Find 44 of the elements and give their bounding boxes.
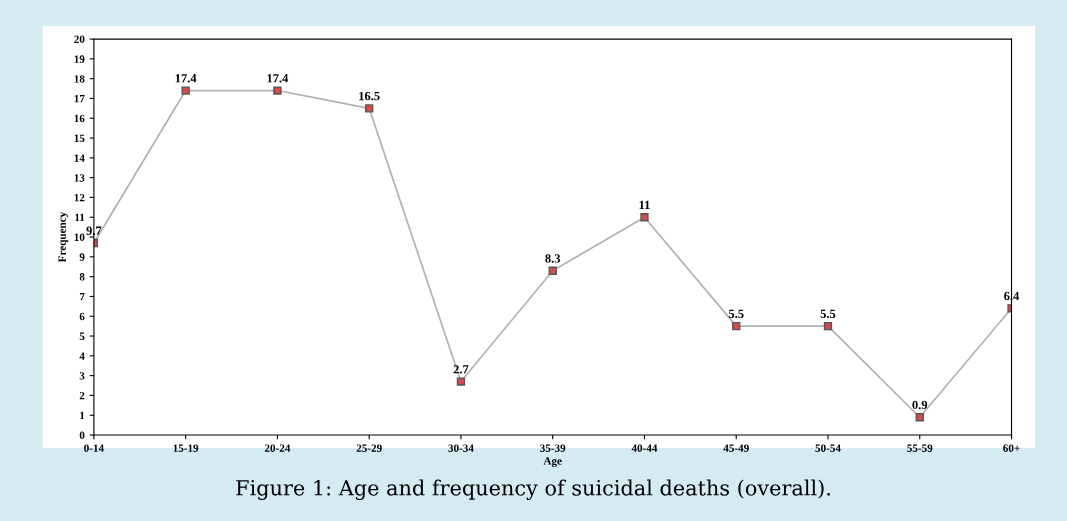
- x-tick-label: 20-24: [264, 444, 291, 452]
- data-label: 0.9: [912, 400, 928, 410]
- y-tick-label: 19: [74, 55, 85, 63]
- y-tick-label: 15: [74, 134, 85, 143]
- y-tick-label: 18: [74, 75, 85, 83]
- y-tick-label: 20: [74, 35, 85, 44]
- y-tick-label: 6: [79, 312, 85, 321]
- x-tick-label: 55-59: [907, 444, 933, 452]
- y-tick-label: 10: [74, 233, 85, 242]
- data-label: 17.4: [267, 74, 289, 83]
- x-tick-label: 15-19: [173, 444, 199, 452]
- y-tick-label: 17: [74, 94, 85, 103]
- y-tick-label: 1: [80, 411, 85, 420]
- y-tick-label: 5: [79, 332, 85, 341]
- y-tick-label: 4: [79, 352, 85, 360]
- data-label: 2.7: [453, 365, 469, 374]
- y-tick-label: 16: [74, 114, 85, 123]
- y-tick-label: 2: [79, 391, 85, 400]
- y-axis-title: Frequency: [58, 211, 69, 263]
- x-tick-label: 60+: [1003, 444, 1020, 452]
- x-tick-label: 50-54: [815, 444, 841, 452]
- x-axis-title: Age: [543, 457, 562, 467]
- y-tick-label: 8: [79, 273, 85, 281]
- text: Figure 1: Age and frequency of suicidal deaths (overall).: [236, 479, 830, 500]
- y-tick-label: 7: [79, 293, 85, 301]
- x-tick-label: 0-14: [84, 444, 104, 452]
- x-tick-label: 25-29: [356, 444, 382, 452]
- data-label: 5.5: [820, 309, 836, 319]
- x-tick-label: 35-39: [540, 444, 566, 452]
- y-tick-label: 13: [74, 174, 85, 182]
- data-label: 5.5: [728, 309, 744, 319]
- y-tick-label: 11: [75, 213, 85, 222]
- data-label: 11: [639, 200, 650, 210]
- x-tick-label: 30-34: [448, 444, 474, 452]
- data-label: 17.4: [175, 74, 197, 83]
- x-tick-label: 40-44: [631, 444, 658, 452]
- data-label: 8.3: [545, 254, 561, 263]
- y-tick-label: 12: [74, 193, 85, 202]
- y-tick-label: 14: [74, 154, 85, 162]
- y-tick-label: 0: [79, 431, 85, 439]
- y-tick-label: 9: [79, 253, 85, 261]
- y-tick-label: 3: [79, 372, 85, 380]
- data-label: 16.5: [359, 91, 380, 101]
- x-tick-label: 45-49: [723, 444, 749, 452]
